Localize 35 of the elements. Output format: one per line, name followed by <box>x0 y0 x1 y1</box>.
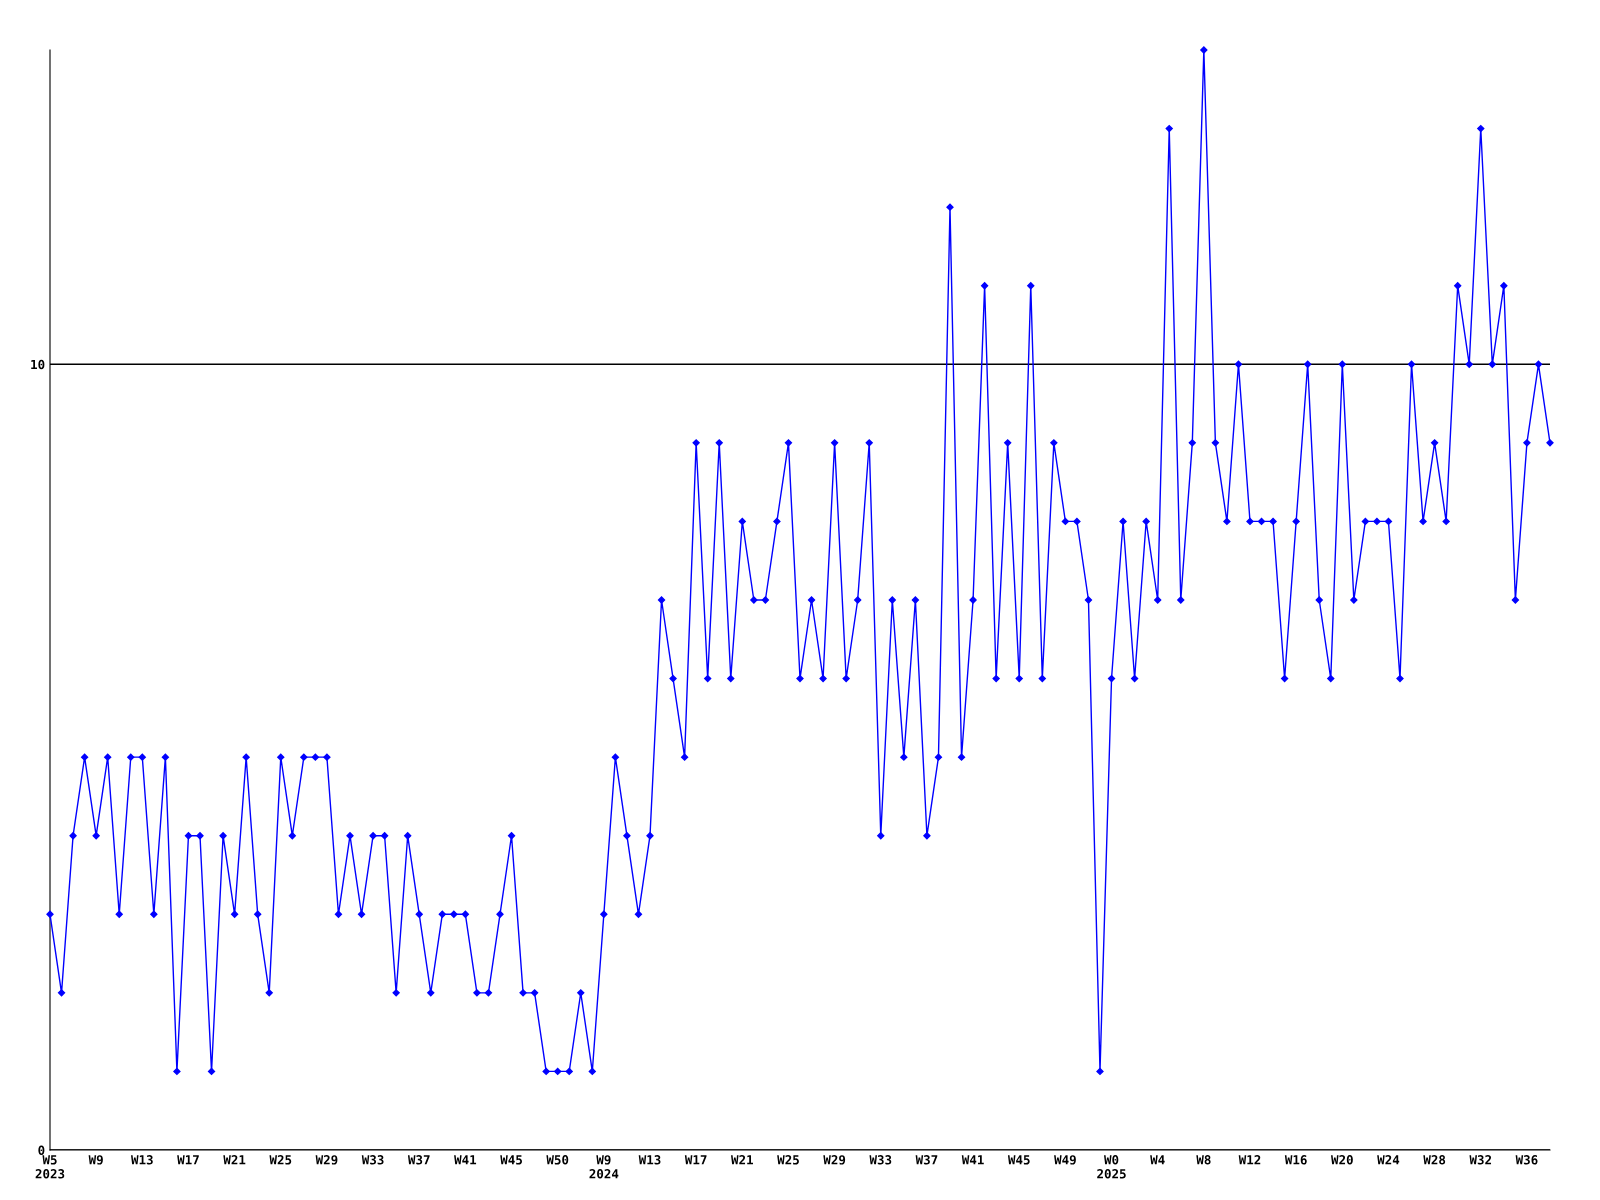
x-tick-label: W50 <box>546 1155 569 1165</box>
x-tick-label: W5 2023 <box>35 1155 65 1179</box>
x-tick-label: W4 <box>1150 1155 1165 1165</box>
x-tick-label: W24 <box>1377 1155 1400 1165</box>
x-tick-label: W0 2025 <box>1097 1155 1126 1179</box>
x-tick-label: W25 <box>269 1155 292 1165</box>
y-tick-label: 0 <box>38 1145 45 1155</box>
x-tick-label: W29 <box>315 1155 338 1165</box>
x-tick-label: W45 <box>500 1155 522 1165</box>
x-tick-label: W29 <box>823 1155 846 1165</box>
x-tick-label: W45 <box>1007 1155 1030 1165</box>
x-tick-label: W49 <box>1054 1155 1076 1165</box>
x-tick-label: W36 <box>1515 1155 1538 1165</box>
x-tick-label: W9 2024 <box>589 1155 619 1179</box>
x-tick-label: W37 <box>407 1155 430 1165</box>
x-tick-label: W12 <box>1238 1155 1261 1165</box>
y-tick-label: 10 <box>31 359 45 370</box>
x-tick-label: W13 <box>638 1155 661 1165</box>
x-tick-label: W8 <box>1196 1155 1211 1165</box>
x-tick-label: W37 <box>915 1155 938 1165</box>
x-tick-label: W20 <box>1331 1155 1353 1165</box>
x-tick-label: W21 <box>731 1155 753 1165</box>
x-tick-label: W41 <box>961 1155 984 1165</box>
x-tick-label: W33 <box>869 1155 892 1165</box>
x-tick-label: W41 <box>454 1155 477 1165</box>
x-tick-label: W25 <box>777 1155 799 1165</box>
x-tick-label: W28 <box>1423 1155 1446 1165</box>
x-tick-label: W17 <box>684 1155 707 1165</box>
x-tick-label: W21 <box>223 1155 246 1165</box>
x-tick-label: W13 <box>131 1155 153 1165</box>
x-tick-label: W32 <box>1469 1155 1492 1165</box>
x-tick-label: W16 <box>1284 1155 1307 1165</box>
x-tick-label: W9 <box>88 1155 103 1165</box>
x-tick-label: W17 <box>177 1155 199 1165</box>
x-tick-label: W33 <box>361 1155 384 1165</box>
